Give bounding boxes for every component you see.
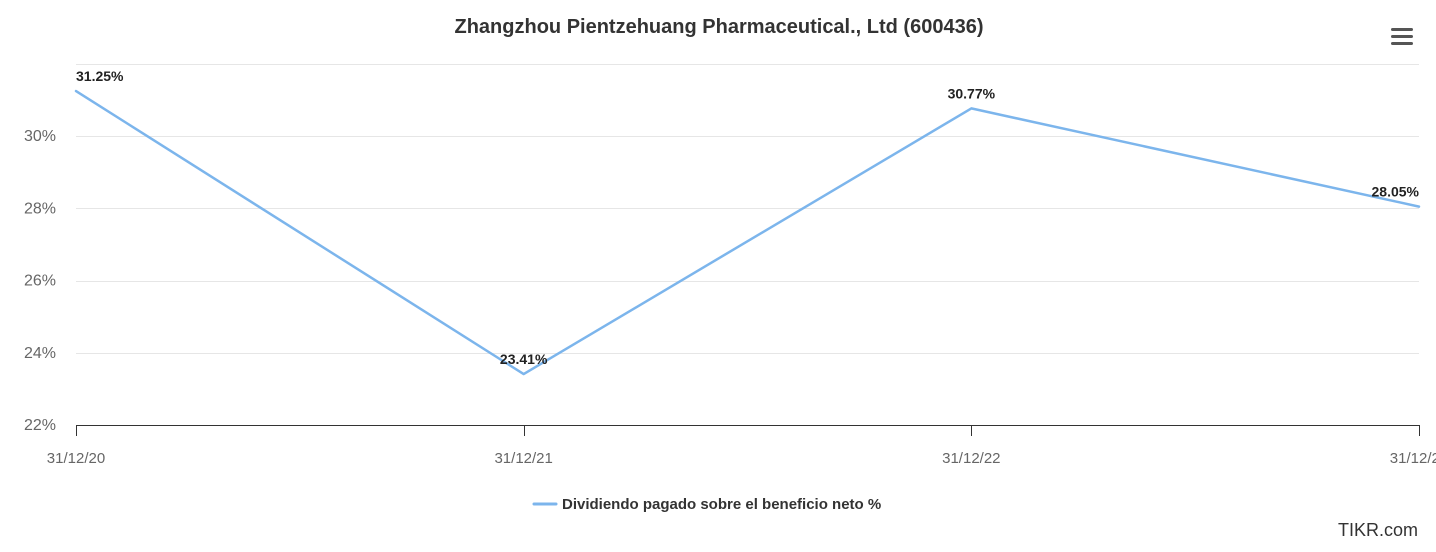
x-tick-label: 31/12/21 [494, 450, 552, 467]
data-label: 28.05% [1372, 184, 1420, 200]
data-label: 23.41% [500, 351, 548, 367]
chart-title: Zhangzhou Pientzehuang Pharmaceutical., … [455, 16, 984, 38]
data-point[interactable] [520, 370, 528, 378]
menu-icon-bar [1391, 28, 1413, 31]
x-tick-label: 31/12/20 [47, 450, 105, 467]
x-tick-label: 31/12/23 [1390, 450, 1436, 467]
gridlines [76, 64, 1419, 354]
legend-item[interactable]: Dividiendo pagado sobre el beneficio net… [532, 496, 881, 513]
y-tick-label: 28% [24, 200, 56, 217]
data-point[interactable] [72, 87, 80, 95]
x-axis: 31/12/20 31/12/21 31/12/22 31/12/23 [47, 425, 1436, 467]
credit-link[interactable]: TIKR.com [1338, 520, 1418, 540]
y-tick-label: 24% [24, 345, 56, 362]
data-label: 31.25% [76, 68, 124, 84]
x-tick-label: 31/12/22 [942, 450, 1000, 467]
data-label: 30.77% [948, 85, 996, 101]
data-point[interactable] [1415, 203, 1423, 211]
data-point[interactable] [967, 104, 975, 112]
menu-icon-bar [1391, 42, 1413, 45]
export-menu-button[interactable] [1386, 22, 1418, 50]
series-layer [72, 87, 1423, 378]
data-labels: 31.25% 23.41% 30.77% 28.05% [76, 68, 1420, 367]
legend-label: Dividiendo pagado sobre el beneficio net… [562, 496, 881, 513]
y-tick-label: 22% [24, 417, 56, 434]
y-axis: 22% 24% 26% 28% 30% [24, 128, 56, 434]
y-tick-label: 30% [24, 128, 56, 145]
y-tick-label: 26% [24, 273, 56, 290]
menu-icon-bar [1391, 35, 1413, 38]
series-line[interactable] [74, 89, 1421, 376]
